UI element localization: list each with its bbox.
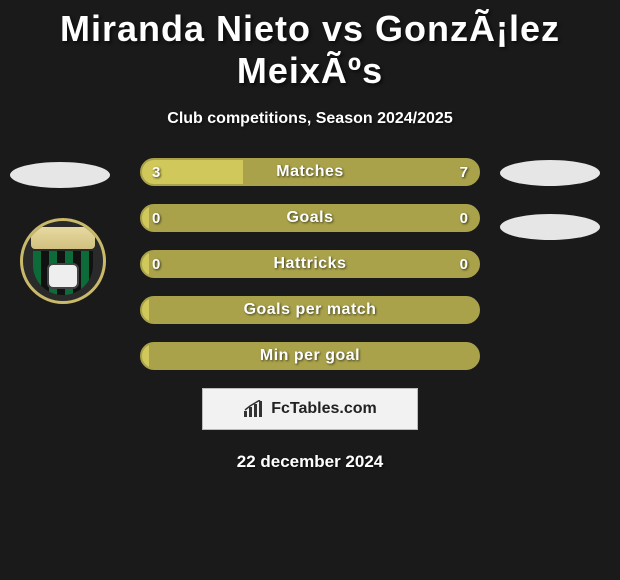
stat-bars: 37Matches 00Goals 00Hattricks Goals per mat… <box>140 158 480 370</box>
club-badge-left <box>20 218 120 304</box>
stat-label: Min per goal <box>142 344 478 368</box>
stat-bar: 37Matches <box>140 158 480 186</box>
stat-bar: 00Goals <box>140 204 480 232</box>
club-badge-icon <box>20 218 106 304</box>
stat-bar: Min per goal <box>140 342 480 370</box>
player-photo-placeholder-right-2 <box>500 214 600 240</box>
page-subtitle: Club competitions, Season 2024/2025 <box>0 110 620 128</box>
stat-label: Goals per match <box>142 298 478 322</box>
source-logo-text: FcTables.com <box>271 400 377 418</box>
player-photo-placeholder-right-1 <box>500 160 600 186</box>
stat-label: Hattricks <box>142 252 478 276</box>
source-logo-box: FcTables.com <box>202 388 418 430</box>
stat-bar: 00Hattricks <box>140 250 480 278</box>
stat-label: Goals <box>142 206 478 230</box>
page-title: Miranda Nieto vs GonzÃ¡lez MeixÃºs <box>0 0 620 92</box>
stat-bar: Goals per match <box>140 296 480 324</box>
player-photo-placeholder-left <box>10 162 110 188</box>
stat-label: Matches <box>142 160 478 184</box>
comparison-panel: 37Matches 00Goals 00Hattricks Goals per mat… <box>0 158 620 472</box>
report-date: 22 december 2024 <box>0 452 620 472</box>
chart-icon <box>243 400 265 418</box>
